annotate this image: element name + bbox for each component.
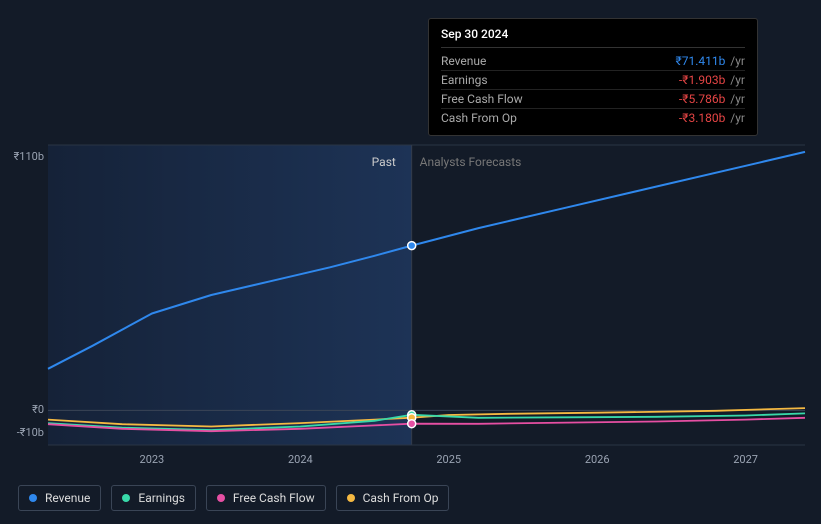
- tooltip-row: Free Cash Flow -₹5.786b /yr: [441, 90, 745, 109]
- tooltip-row-value: ₹71.411b: [676, 54, 726, 68]
- tooltip-row-value: -₹3.180b: [679, 111, 725, 125]
- marker-fcf: [408, 420, 416, 428]
- legend-swatch-icon: [29, 494, 37, 502]
- x-axis-label: 2025: [429, 453, 469, 466]
- chart-tooltip: Sep 30 2024 Revenue ₹71.411b /yr Earnings -₹…: [428, 18, 758, 136]
- legend-item-label: Revenue: [45, 491, 90, 505]
- tooltip-row-label: Free Cash Flow: [441, 92, 523, 106]
- tooltip-row-unit: /yr: [727, 92, 745, 106]
- legend-item-revenue[interactable]: Revenue: [18, 485, 101, 511]
- chart-legend: Revenue Earnings Free Cash Flow Cash From O…: [18, 485, 449, 511]
- y-axis-label: ₹110b: [4, 150, 44, 163]
- forecast-section-label: Analysts Forecasts: [420, 155, 522, 169]
- legend-swatch-icon: [217, 494, 225, 502]
- tooltip-row-value: -₹5.786b: [679, 92, 725, 106]
- legend-swatch-icon: [347, 494, 355, 502]
- tooltip-row: Earnings -₹1.903b /yr: [441, 71, 745, 90]
- x-axis-label: 2024: [280, 453, 320, 466]
- y-axis-label: -₹10b: [4, 426, 44, 439]
- tooltip-row-unit: /yr: [727, 73, 745, 87]
- legend-item-label: Cash From Op: [363, 491, 439, 505]
- y-axis-label: ₹0: [4, 403, 44, 416]
- legend-item-label: Free Cash Flow: [233, 491, 315, 505]
- legend-item-fcf[interactable]: Free Cash Flow: [206, 485, 326, 511]
- tooltip-row-unit: /yr: [727, 111, 745, 125]
- tooltip-row-label: Cash From Op: [441, 111, 517, 125]
- legend-swatch-icon: [122, 494, 130, 502]
- past-section-label: Past: [372, 155, 396, 169]
- legend-item-cash_from_op[interactable]: Cash From Op: [336, 485, 450, 511]
- x-axis-label: 2026: [577, 453, 617, 466]
- x-axis-label: 2027: [726, 453, 766, 466]
- tooltip-row: Revenue ₹71.411b /yr: [441, 52, 745, 71]
- tooltip-row-label: Earnings: [441, 73, 488, 87]
- tooltip-row-label: Revenue: [441, 54, 486, 68]
- marker-revenue: [408, 242, 416, 250]
- legend-item-earnings[interactable]: Earnings: [111, 485, 196, 511]
- x-axis-label: 2023: [132, 453, 172, 466]
- tooltip-row-value: -₹1.903b: [679, 73, 725, 87]
- past-region: [48, 145, 412, 445]
- tooltip-row-unit: /yr: [727, 54, 745, 68]
- tooltip-row: Cash From Op -₹3.180b /yr: [441, 109, 745, 127]
- legend-item-label: Earnings: [138, 491, 185, 505]
- tooltip-date: Sep 30 2024: [441, 27, 745, 48]
